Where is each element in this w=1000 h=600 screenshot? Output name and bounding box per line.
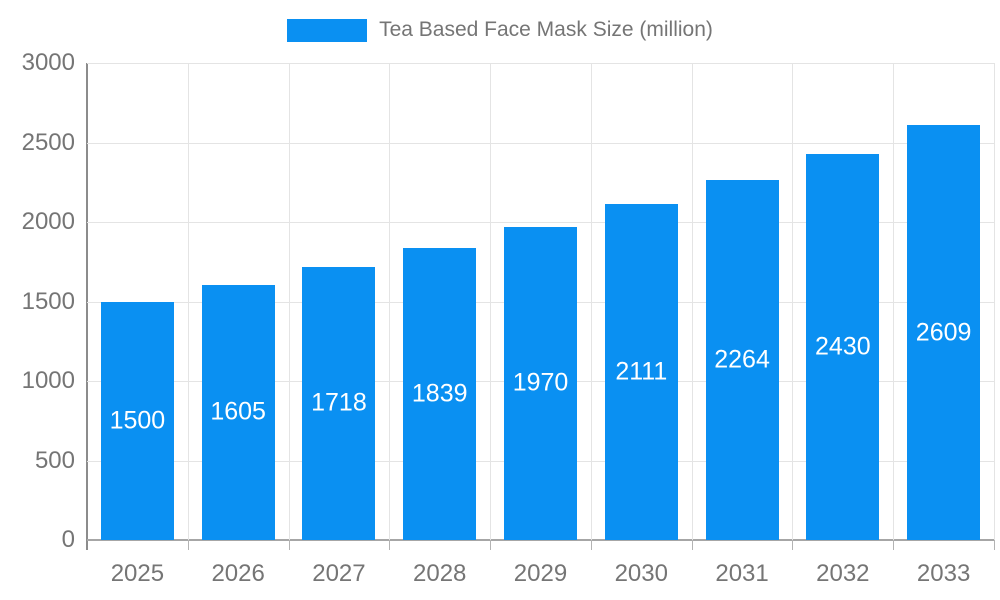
bar-value-label: 1500 xyxy=(109,406,166,435)
x-tick-label: 2026 xyxy=(211,560,265,587)
v-gridline xyxy=(490,63,492,540)
y-tick-label: 1000 xyxy=(21,367,75,394)
x-tick-label: 2033 xyxy=(916,560,971,587)
bar-2025[interactable]: 1500 xyxy=(100,301,174,540)
h-gridline xyxy=(87,222,994,223)
bar-value-label: 2264 xyxy=(714,345,770,374)
bar-2030[interactable]: 2111 xyxy=(604,204,678,540)
x-tick-mark xyxy=(187,540,189,550)
y-tick-label: 3000 xyxy=(21,49,75,76)
x-tick-label: 2032 xyxy=(816,560,870,587)
x-tick-mark xyxy=(994,540,995,550)
y-tick-label: 2000 xyxy=(21,208,75,235)
x-tick-mark xyxy=(792,540,794,550)
x-tick-label: 2027 xyxy=(312,560,366,587)
v-gridline xyxy=(893,63,895,540)
v-gridline xyxy=(389,63,391,540)
legend-label: Tea Based Face Mask Size (million) xyxy=(379,18,713,41)
x-tick-mark xyxy=(893,540,895,550)
y-tick-label: 500 xyxy=(34,446,75,474)
bar-2028[interactable]: 1839 xyxy=(403,247,477,540)
x-tick-mark xyxy=(490,540,492,550)
v-gridline xyxy=(994,63,995,540)
bar-value-label: 2430 xyxy=(815,332,871,361)
bar-2027[interactable]: 1718 xyxy=(302,266,376,540)
h-gridline xyxy=(87,142,994,144)
v-gridline xyxy=(288,63,290,540)
bar-2033[interactable]: 2609 xyxy=(907,125,981,540)
x-tick-mark xyxy=(389,540,391,550)
bar-2029[interactable]: 1970 xyxy=(504,226,577,540)
bar-value-label: 1839 xyxy=(411,379,468,408)
bar-value-label: 2609 xyxy=(915,318,972,347)
legend[interactable]: Tea Based Face Mask Size (million) xyxy=(0,18,1000,42)
y-tick-label: 2500 xyxy=(21,128,75,156)
bar-value-label: 1970 xyxy=(512,368,569,397)
plot-area: 1500 1605 1718 1839 1970 2111 2264 2430 2609 xyxy=(86,63,995,550)
v-gridline xyxy=(187,63,189,540)
bar-2026[interactable]: 1605 xyxy=(201,284,275,540)
bar-value-label: 1605 xyxy=(210,397,266,426)
x-tick-mark xyxy=(288,540,290,550)
bar-value-label: 2111 xyxy=(615,357,668,386)
bar-2032[interactable]: 2430 xyxy=(806,153,880,540)
v-gridline xyxy=(691,63,693,540)
v-gridline xyxy=(590,63,592,540)
x-tick-label: 2028 xyxy=(413,560,467,587)
x-tick-label: 2025 xyxy=(110,560,165,587)
x-axis-line xyxy=(87,539,994,541)
legend-swatch xyxy=(287,18,368,42)
x-tick-label: 2029 xyxy=(513,560,568,587)
y-axis-line xyxy=(86,63,88,550)
y-tick-label: 0 xyxy=(61,526,75,553)
x-tick-mark xyxy=(590,540,592,550)
x-tick-mark xyxy=(691,540,693,550)
x-tick-label: 2031 xyxy=(715,560,769,587)
h-gridline xyxy=(87,63,994,64)
v-gridline xyxy=(792,63,794,540)
bar-value-label: 1718 xyxy=(311,388,367,417)
y-tick-label: 1500 xyxy=(21,287,75,315)
bar-2031[interactable]: 2264 xyxy=(705,180,779,540)
x-tick-label: 2030 xyxy=(614,560,668,587)
